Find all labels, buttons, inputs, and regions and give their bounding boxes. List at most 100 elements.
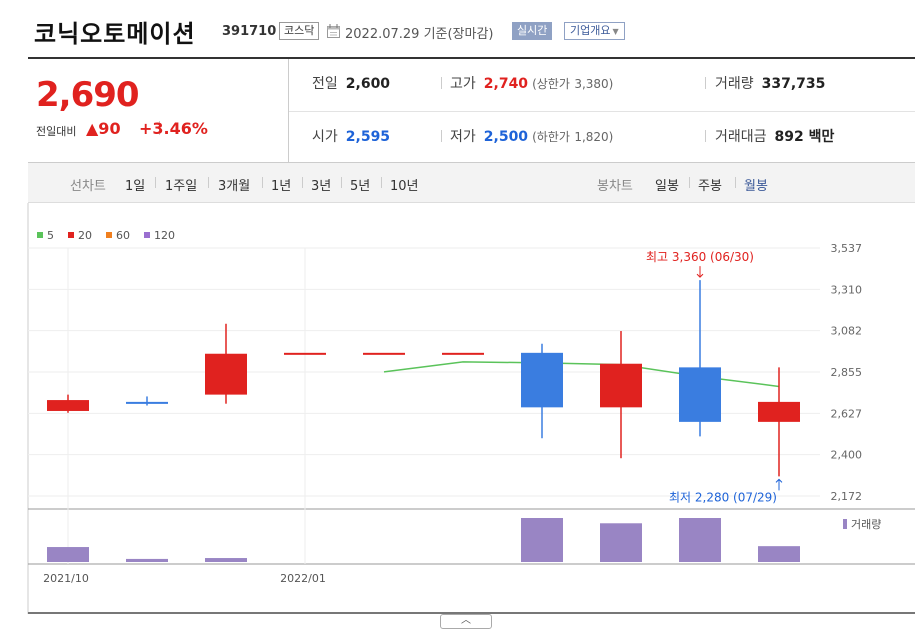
volume-label: 거래량 — [715, 76, 754, 92]
chart-legend: 5 20 60 120 — [37, 229, 175, 242]
volume-bar — [600, 523, 642, 562]
separator — [341, 177, 342, 188]
candle-body — [600, 363, 642, 408]
change-value: ▲90 — [86, 119, 121, 138]
separator — [208, 177, 209, 188]
period-1d[interactable]: 1일 — [125, 179, 146, 194]
market-badge: 코스닥 — [279, 22, 320, 40]
candle-body — [679, 367, 721, 422]
period-selector: 선차트 1일 1주일 3개월 1년 3년 5년 10년 봉차트 일봉 주봉 월봉 — [28, 163, 915, 203]
stock-header: 코닉오토메이션 391710 코스닥 2022.07.29 기준(장마감) 실시… — [0, 0, 915, 59]
separator — [441, 130, 442, 142]
upper-limit-value: 3,380) — [574, 77, 614, 91]
upper-limit-label: (상한가 — [532, 77, 570, 91]
high-value: 2,740 — [483, 76, 529, 92]
volume-legend-swatch — [843, 519, 847, 529]
stock-name: 코닉오토메이션 — [34, 20, 196, 48]
y-tick-label: 3,082 — [831, 325, 863, 338]
legend-label: 20 — [78, 229, 92, 242]
price-chart: 5 20 60 120 3,537 3,310 3,082 2,855 2,627 2,400 2… — [27, 203, 915, 614]
candle-body — [758, 401, 800, 422]
legend-swatch — [144, 232, 150, 238]
header-divider — [28, 57, 915, 59]
lower-limit-label: (하한가 — [532, 130, 570, 144]
volume-bar — [47, 547, 89, 562]
arrow-down-icon — [696, 266, 704, 278]
chart-gridlines — [28, 247, 820, 564]
change-divider — [159, 121, 160, 135]
change-rate: +3.46% — [139, 119, 208, 138]
high-label: 고가 — [450, 76, 476, 92]
low-value: 2,500 — [483, 129, 529, 145]
chevron-up-icon[interactable]: ︿ — [440, 614, 492, 629]
y-tick-label: 2,400 — [831, 449, 863, 462]
candle-body — [47, 400, 89, 411]
company-info-label: 기업개요 — [570, 24, 611, 37]
candle-chart-label: 봉차트 — [597, 179, 633, 194]
y-tick-label: 3,537 — [831, 242, 863, 255]
candle-body — [442, 352, 484, 355]
quote-panel: 2,690 전일대비 ▲90 +3.46% 전일 2,600 고가 2,740 (상한… — [28, 59, 915, 163]
period-1y[interactable]: 1년 — [271, 179, 292, 194]
legend-swatch — [37, 232, 43, 238]
period-10y[interactable]: 10년 — [390, 179, 419, 194]
open-price: 시가 2,595 — [312, 126, 390, 146]
legend-swatch — [68, 232, 74, 238]
candle-body — [205, 353, 247, 395]
y-tick-label: 2,627 — [831, 407, 863, 420]
y-tick-label: 3,310 — [831, 283, 863, 296]
line-chart-label: 선차트 — [70, 179, 106, 194]
company-info-button[interactable]: 기업개요 ▼ — [564, 22, 625, 40]
candlesticks — [47, 280, 800, 477]
quote-date: 2022.07.29 기준(장마감) — [345, 27, 494, 42]
candle-weekly[interactable]: 주봉 — [698, 179, 722, 194]
separator — [155, 177, 156, 188]
x-tick-label: 2021/10 — [43, 572, 89, 585]
volume-legend-label: 거래량 — [851, 518, 881, 531]
candle-body — [363, 352, 405, 355]
candle-body — [284, 352, 326, 355]
volume-value: 337,735 — [761, 76, 826, 92]
volume-bar — [679, 518, 721, 562]
y-axis-labels: 3,537 3,310 3,082 2,855 2,627 2,400 2,172 — [831, 242, 863, 503]
arrow-up-icon — [775, 478, 783, 491]
calendar-icon — [327, 24, 340, 38]
open-value: 2,595 — [345, 129, 391, 145]
y-tick-label: 2,855 — [831, 366, 863, 379]
separator — [262, 177, 263, 188]
period-3y[interactable]: 3년 — [311, 179, 332, 194]
period-3m[interactable]: 3개월 — [218, 179, 251, 194]
y-tick-label: 2,172 — [831, 490, 863, 503]
period-1w[interactable]: 1주일 — [165, 179, 198, 194]
legend-swatch — [106, 232, 112, 238]
trade-amount: 거래대금 892 백만 — [715, 126, 834, 146]
prev-close-value: 2,600 — [345, 76, 391, 92]
amount-value: 892 백만 — [774, 129, 835, 145]
separator — [705, 77, 706, 89]
period-5y[interactable]: 5년 — [350, 179, 371, 194]
separator — [735, 177, 736, 188]
legend-label: 5 — [47, 229, 54, 242]
max-price-label: 최고 3,360 (06/30) — [646, 250, 754, 264]
candle-body — [126, 401, 168, 404]
separator — [441, 77, 442, 89]
quote-divider — [288, 59, 289, 163]
separator — [302, 177, 303, 188]
x-axis-labels: 2021/10 2022/01 — [43, 572, 326, 585]
legend-label: 60 — [116, 229, 130, 242]
realtime-button[interactable]: 실시간 — [512, 22, 553, 40]
open-label: 시가 — [312, 129, 338, 145]
separator — [381, 177, 382, 188]
volume-bars: 거래량 — [47, 518, 881, 562]
low-label: 저가 — [450, 129, 476, 145]
volume-bar — [205, 558, 247, 562]
chart-annotations: 최고 3,360 (06/30) 최저 2,280 (07/29) — [646, 250, 783, 504]
candle-monthly[interactable]: 월봉 — [744, 179, 768, 194]
volume-bar — [126, 558, 168, 562]
chart-frame — [27, 203, 915, 614]
candle-daily[interactable]: 일봉 — [655, 179, 679, 194]
lower-limit-value: 1,820) — [574, 130, 614, 144]
candle-body — [521, 352, 563, 408]
min-price-label: 최저 2,280 (07/29) — [669, 490, 777, 504]
volume-bar — [758, 546, 800, 562]
